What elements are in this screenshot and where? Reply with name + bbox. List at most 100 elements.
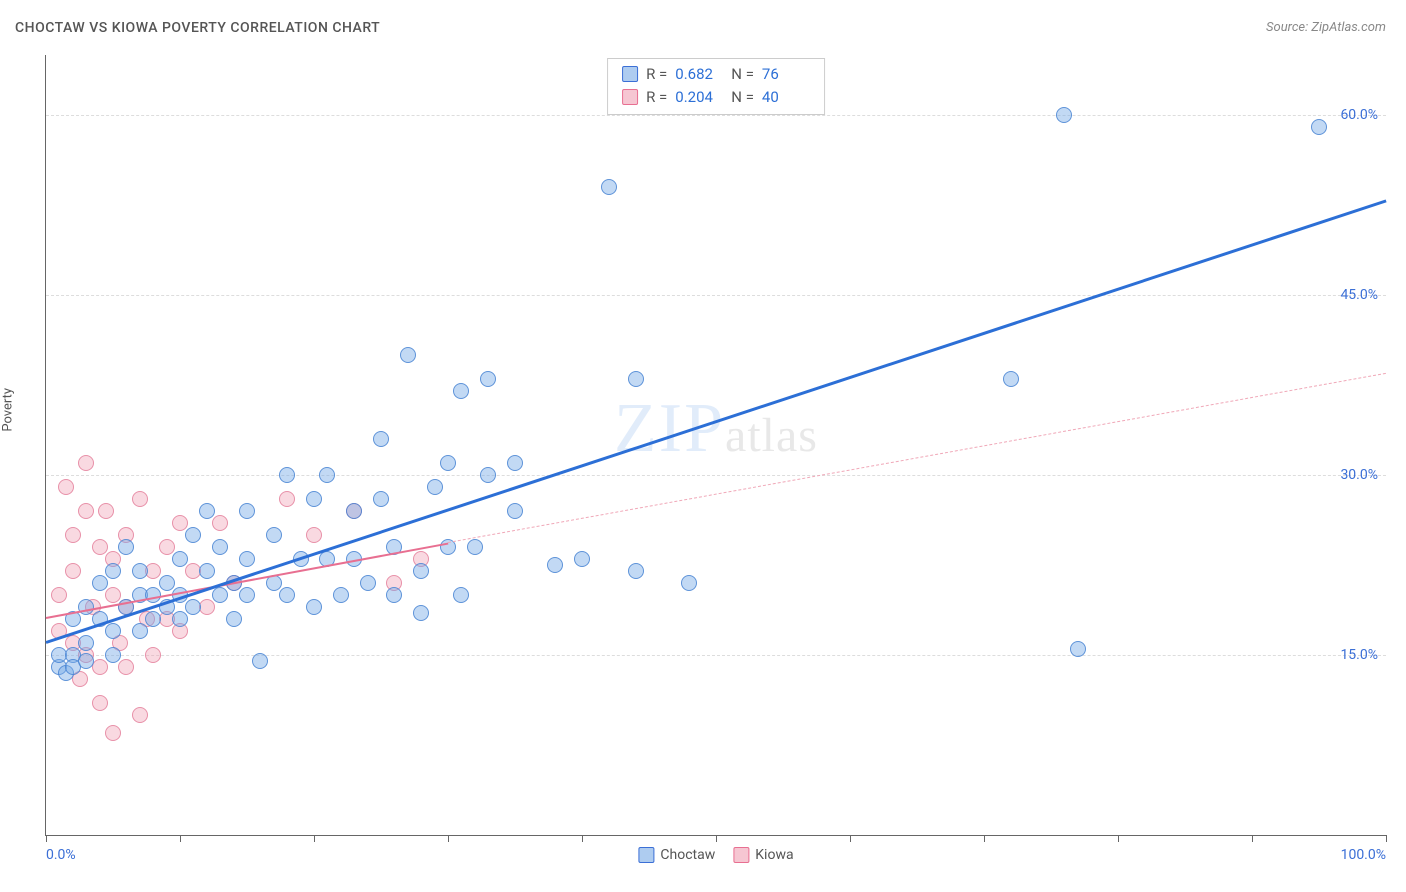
source-attribution: Source: ZipAtlas.com: [1266, 20, 1386, 35]
data-point: [159, 539, 175, 555]
chart-title: CHOCTAW VS KIOWA POVERTY CORRELATION CHA…: [15, 20, 380, 36]
data-point: [413, 605, 429, 621]
data-point: [118, 659, 134, 675]
data-point: [105, 587, 121, 603]
legend-label-choctaw: Choctaw: [660, 847, 715, 863]
data-point: [65, 563, 81, 579]
data-point: [507, 503, 523, 519]
data-point: [172, 611, 188, 627]
data-point: [132, 491, 148, 507]
scatter-plot-area: ZIPatlas R = 0.682 N = 76 R = 0.204 N = …: [45, 55, 1386, 836]
r-label: R =: [646, 86, 667, 109]
x-tick: [314, 835, 315, 842]
x-tick: [716, 835, 717, 842]
data-point: [92, 575, 108, 591]
x-tick: [448, 835, 449, 842]
data-point: [118, 539, 134, 555]
data-point: [507, 455, 523, 471]
data-point: [226, 611, 242, 627]
data-point: [440, 455, 456, 471]
r-value-kiowa: 0.204: [675, 86, 723, 109]
data-point: [319, 467, 335, 483]
legend-item-choctaw: Choctaw: [638, 847, 715, 863]
gridline: [46, 655, 1386, 656]
data-point: [159, 575, 175, 591]
data-point: [92, 539, 108, 555]
n-value-kiowa: 40: [762, 86, 810, 109]
swatch-blue-icon: [622, 66, 638, 82]
n-label: N =: [731, 63, 754, 86]
swatch-blue-icon: [638, 847, 654, 863]
data-point: [1070, 641, 1086, 657]
data-point: [1311, 119, 1327, 135]
swatch-pink-icon: [733, 847, 749, 863]
r-label: R =: [646, 63, 667, 86]
x-tick: [1252, 835, 1253, 842]
y-tick-label: 15.0%: [1340, 647, 1378, 663]
y-tick-label: 60.0%: [1340, 107, 1378, 123]
trend-line: [46, 199, 1387, 643]
data-point: [628, 371, 644, 387]
data-point: [51, 587, 67, 603]
x-tick: [46, 835, 47, 842]
data-point: [333, 587, 349, 603]
trend-line: [448, 373, 1386, 543]
data-point: [105, 725, 121, 741]
data-point: [78, 653, 94, 669]
data-point: [98, 503, 114, 519]
r-value-choctaw: 0.682: [675, 63, 723, 86]
x-tick: [180, 835, 181, 842]
data-point: [58, 479, 74, 495]
data-point: [480, 467, 496, 483]
data-point: [78, 635, 94, 651]
x-tick-label: 0.0%: [46, 847, 76, 863]
n-value-choctaw: 76: [762, 63, 810, 86]
data-point: [185, 599, 201, 615]
stats-row-kiowa: R = 0.204 N = 40: [622, 86, 810, 109]
data-point: [185, 527, 201, 543]
series-legend: Choctaw Kiowa: [638, 847, 793, 863]
data-point: [199, 503, 215, 519]
y-tick-label: 30.0%: [1340, 467, 1378, 483]
correlation-stats-box: R = 0.682 N = 76 R = 0.204 N = 40: [607, 58, 825, 115]
data-point: [279, 491, 295, 507]
data-point: [279, 587, 295, 603]
x-tick: [1386, 835, 1387, 842]
data-point: [480, 371, 496, 387]
data-point: [132, 707, 148, 723]
swatch-pink-icon: [622, 89, 638, 105]
gridline: [46, 475, 1386, 476]
data-point: [1056, 107, 1072, 123]
data-point: [467, 539, 483, 555]
stats-row-choctaw: R = 0.682 N = 76: [622, 63, 810, 86]
legend-item-kiowa: Kiowa: [733, 847, 793, 863]
data-point: [239, 503, 255, 519]
data-point: [239, 551, 255, 567]
data-point: [65, 527, 81, 543]
y-tick-label: 45.0%: [1340, 287, 1378, 303]
data-point: [373, 491, 389, 507]
data-point: [212, 539, 228, 555]
n-label: N =: [731, 86, 754, 109]
data-point: [172, 551, 188, 567]
watermark-main: ZIP: [614, 390, 725, 467]
x-tick-label: 100.0%: [1341, 847, 1386, 863]
x-tick: [850, 835, 851, 842]
y-axis-label: Poverty: [1, 388, 16, 432]
legend-label-kiowa: Kiowa: [755, 847, 793, 863]
gridline: [46, 295, 1386, 296]
data-point: [413, 563, 429, 579]
data-point: [132, 623, 148, 639]
data-point: [92, 695, 108, 711]
data-point: [628, 563, 644, 579]
data-point: [252, 653, 268, 669]
data-point: [373, 431, 389, 447]
data-point: [453, 587, 469, 603]
data-point: [681, 575, 697, 591]
data-point: [105, 563, 121, 579]
data-point: [105, 647, 121, 663]
data-point: [172, 515, 188, 531]
data-point: [132, 563, 148, 579]
data-point: [547, 557, 563, 573]
data-point: [78, 503, 94, 519]
